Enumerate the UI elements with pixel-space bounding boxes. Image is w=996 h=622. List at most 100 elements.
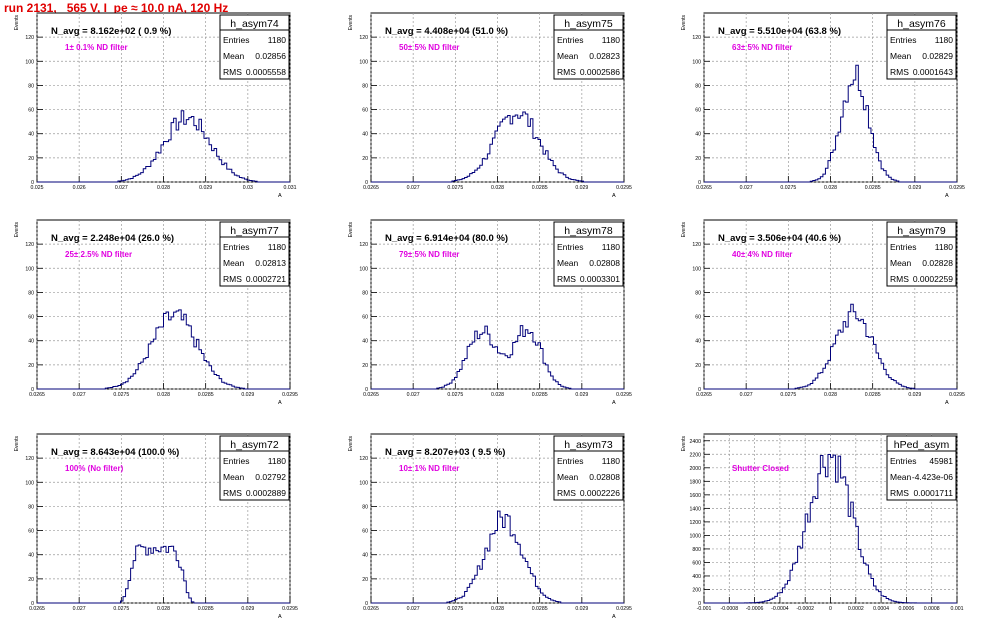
x-tick-label: 0.0265 [363,185,379,191]
histogram-line [704,303,957,390]
stats-value: 0.02856 [255,51,286,61]
x-tick-label: 0 [829,606,832,612]
x-tick-label: 0.027 [740,185,753,191]
y-tick-label: 2200 [689,452,701,458]
y-tick-label: 60 [28,529,34,535]
y-tick-label: 80 [695,83,701,89]
stats-box [219,435,290,501]
histogram-pad-h_asym75: 0.0265 0.027 0.0275 0.028 0.0285 0.029 0.0295 0… [348,12,632,199]
x-tick-label: 0.0002 [848,606,864,612]
y-tick-label: 1600 [689,493,701,499]
y-tick-label: 80 [28,290,34,296]
x-tick-label: 0.001 [951,606,964,612]
x-axis-title: A [278,400,282,406]
x-tick-label: 0.0275 [447,392,463,398]
y-tick-label: 100 [359,266,368,272]
y-tick-label: 100 [25,266,34,272]
x-tick-label: -0.0002 [796,606,814,612]
stats-value: 0.0002586 [580,67,620,77]
x-axis-title: A [278,614,282,620]
stats-label: Entries [890,242,916,252]
x-tick-label: 0.03 [243,185,253,191]
stats-label: RMS [890,488,909,498]
stats-label: RMS [223,67,242,77]
filter-annotation: 40± 4% ND filter [732,250,792,259]
x-tick-label: 0.029 [908,392,921,398]
x-tick-label: 0.027 [407,606,420,612]
histogram-name: h_asym75 [564,18,613,30]
y-tick-label: 60 [695,108,701,114]
x-tick-label: -0.0006 [746,606,764,612]
histogram-pad-h_asym74: 0.025 0.026 0.027 0.028 0.029 0.03 0.031 0 20 40 6… [14,12,297,199]
stats-label: RMS [557,274,576,284]
y-tick-label: 100 [25,59,34,65]
x-tick-label: 0.0265 [696,392,712,398]
x-tick-label: 0.028 [157,392,170,398]
histogram-pad-h_asym73: 0.0265 0.027 0.0275 0.028 0.0285 0.029 0.0295 0… [348,433,632,620]
y-tick-label: 60 [28,315,34,321]
x-tick-label: 0.0006 [898,606,914,612]
stats-label: Mean [557,258,579,268]
y-tick-label: 120 [692,35,701,41]
y-tick-label: 0 [31,180,34,186]
histogram-line [371,510,624,604]
y-axis-title: Events [14,15,20,31]
y-tick-label: 100 [692,59,701,65]
y-tick-label: 0 [365,387,368,393]
n-avg-label: N_avg = 3.506e+04 (40.6 %) [718,233,841,244]
y-tick-label: 1400 [689,506,701,512]
x-tick-label: 0.029 [241,606,254,612]
y-tick-label: 1200 [689,520,701,526]
y-tick-label: 120 [359,242,368,248]
x-tick-label: 0.027 [73,606,86,612]
stats-value: 1180 [935,242,954,252]
histogram-line [37,544,290,604]
y-axis-title: Events [681,15,687,31]
x-tick-label: 0.0295 [282,606,298,612]
x-axis-title: A [945,193,949,199]
y-tick-label: 40 [362,553,368,559]
x-tick-label: 0.031 [284,185,297,191]
y-tick-label: 40 [362,339,368,345]
y-tick-label: 80 [362,83,368,89]
histogram-name: h_asym74 [230,18,279,30]
y-tick-label: 60 [362,529,368,535]
y-axis-title: Events [681,222,687,238]
y-tick-label: 40 [28,553,34,559]
y-tick-label: 20 [695,363,701,369]
x-tick-label: 0.028 [824,392,837,398]
stats-value: 0.0002721 [246,274,286,284]
x-tick-label: 0.029 [908,185,921,191]
y-tick-label: 0 [698,180,701,186]
x-tick-label: 0.0285 [865,185,881,191]
x-tick-label: 0.0275 [113,392,129,398]
filter-annotation: 100% (No filter) [65,464,124,473]
stats-label: Entries [890,456,916,466]
x-tick-label: 0.029 [199,185,212,191]
histogram-pad-hPed_asym: -0.001 -0.0008 -0.0006 -0.0004 -0.0002 0 0.000… [681,433,964,612]
stats-label: Mean [557,51,579,61]
stats-label: RMS [223,274,242,284]
y-tick-label: 60 [362,315,368,321]
y-tick-label: 60 [28,108,34,114]
y-tick-label: 20 [695,156,701,162]
stats-label: Entries [557,456,583,466]
x-tick-label: 0.028 [157,185,170,191]
x-axis-title: A [612,614,616,620]
y-tick-label: 20 [362,363,368,369]
stats-box [553,221,624,287]
histogram-name: h_asym79 [897,225,946,237]
y-tick-label: 80 [362,290,368,296]
filter-annotation: 79± 5% ND filter [399,250,459,259]
y-tick-label: 120 [692,242,701,248]
y-tick-label: 0 [365,180,368,186]
x-tick-label: 0.0008 [924,606,940,612]
y-tick-label: 0 [365,601,368,607]
x-tick-label: 0.0265 [363,606,379,612]
filter-annotation: Shutter Closed [732,464,789,473]
x-tick-label: 0.0285 [198,392,214,398]
stats-label: Entries [223,35,249,45]
x-tick-label: 0.028 [491,185,504,191]
stats-label: Mean [557,472,579,482]
